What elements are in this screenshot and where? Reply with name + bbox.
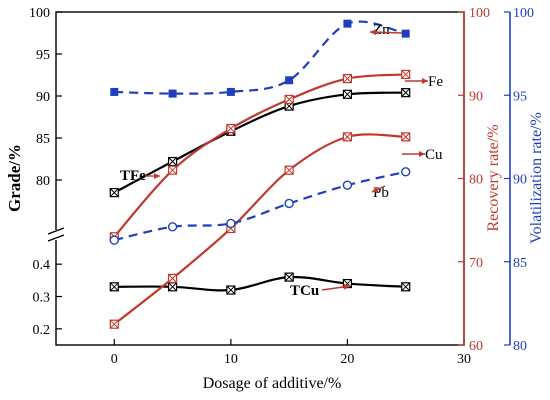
- data-point-tfe-cross: [401, 88, 411, 97]
- data-point-tfe-cross: [109, 188, 119, 197]
- y-axis-right1-label: Recovery rate/%: [485, 124, 502, 231]
- data-point-tcu-cross: [109, 282, 119, 292]
- axis-break-mark: [47, 227, 65, 235]
- x-axis-label: Dosage of additive/%: [203, 375, 342, 392]
- data-point-tcu-cross: [284, 272, 294, 282]
- y-right1-tick-label: 80: [469, 173, 483, 188]
- y-left-tick-label: 0.4: [33, 258, 51, 273]
- annotation-tfe: TFe: [120, 168, 146, 184]
- data-point-tcu-cross: [401, 282, 411, 292]
- y-left-tick-label: 100: [29, 6, 50, 21]
- y-left-tick-label: 0.2: [33, 323, 51, 338]
- y-right1-tick-label: 70: [469, 256, 483, 271]
- annotation-tcu: TCu: [290, 283, 319, 299]
- data-point-pb: [109, 235, 119, 245]
- y-left-tick-label: 95: [36, 48, 50, 63]
- data-point-zn: [168, 89, 177, 98]
- series-line-tcu: [114, 275, 406, 292]
- y-right1-tick-label: 90: [469, 89, 483, 104]
- annotation-arrow-zn-head: [370, 29, 377, 36]
- data-point-pb: [284, 198, 294, 209]
- y-right2-tick-label: 90: [513, 173, 527, 188]
- y-right1-tick-label: 100: [469, 6, 490, 21]
- data-point-fe-cross: [284, 95, 294, 104]
- y-right2-tick-label: 85: [513, 256, 527, 271]
- data-point-zn: [226, 87, 235, 96]
- data-point-zn: [401, 29, 410, 38]
- data-point-cu-cross: [401, 132, 411, 142]
- data-point-fe-cross: [401, 70, 411, 79]
- plot-frame: [55, 11, 465, 346]
- annotation-fe: Fe: [428, 74, 443, 90]
- data-point-fe-cross: [226, 124, 236, 133]
- x-tick-label: 0: [111, 352, 118, 367]
- y-left-tick-label: 90: [36, 90, 50, 105]
- data-point-fe-cross: [168, 165, 177, 175]
- annotation-arrow-cu-head: [419, 151, 425, 157]
- axis-break-gap: [50, 230, 62, 240]
- series-line-pb: [114, 170, 406, 242]
- data-point-tfe-cross: [168, 157, 177, 166]
- x-tick-label: 30: [457, 352, 471, 367]
- data-point-cu-cross: [109, 319, 119, 329]
- data-point-tcu-cross: [226, 285, 236, 295]
- x-tick-label: 20: [340, 352, 354, 367]
- y-right1-tick-label: 60: [469, 339, 483, 354]
- annotation-cu: Cu: [425, 147, 443, 163]
- y-left-tick-label: 0.3: [33, 291, 51, 306]
- data-point-pb: [226, 218, 236, 229]
- axis-break-mark: [47, 234, 65, 242]
- annotation-arrow-tfe-head: [154, 173, 160, 179]
- series-line-zn: [114, 20, 406, 95]
- data-point-fe-cross: [343, 74, 352, 83]
- y-right2-tick-label: 100: [513, 6, 534, 21]
- data-point-cu-cross: [343, 132, 352, 142]
- y-axis-left-label: Grade/%: [5, 144, 24, 212]
- series-line-tfe: [113, 91, 406, 194]
- annotation-arrow-pb-head: [372, 186, 379, 193]
- y-right2-tick-label: 95: [513, 89, 527, 104]
- x-tick-label: 10: [224, 352, 238, 367]
- data-point-zn: [285, 76, 294, 85]
- y-left-tick-label: 85: [36, 132, 50, 147]
- series-line-cu: [113, 133, 406, 326]
- annotation-arrow-tcu-head: [343, 283, 350, 290]
- data-point-pb: [342, 180, 353, 190]
- data-point-zn: [343, 19, 352, 28]
- data-point-tfe-cross: [343, 89, 352, 99]
- data-point-cu-cross: [284, 165, 294, 175]
- data-point-zn: [110, 87, 119, 96]
- series-line-fe: [113, 73, 406, 238]
- y-axis-right2-label: Volatilization rate/%: [528, 112, 545, 244]
- annotation-arrow-fe-head: [422, 78, 428, 84]
- data-point-pb: [167, 222, 178, 232]
- y-right2-tick-label: 80: [513, 339, 527, 354]
- annotation-zn: Zn: [373, 22, 390, 38]
- data-point-pb: [401, 167, 411, 177]
- data-point-cu-cross: [168, 274, 177, 283]
- y-left-tick-label: 80: [36, 174, 50, 189]
- data-point-tcu-cross: [168, 282, 177, 292]
